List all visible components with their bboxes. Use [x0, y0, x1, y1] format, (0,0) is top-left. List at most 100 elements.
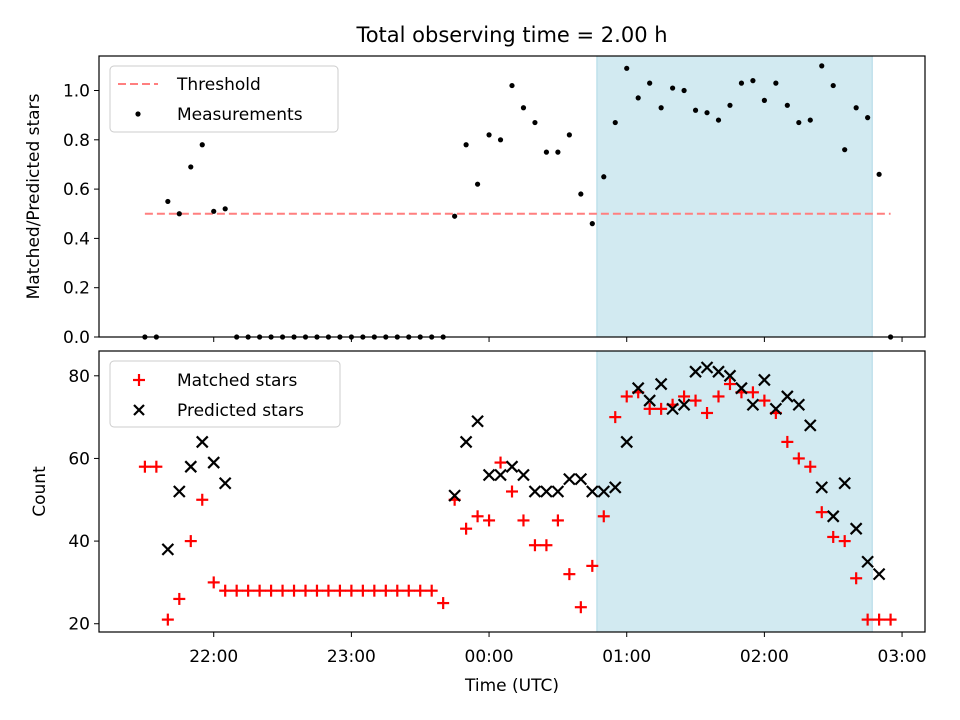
predicted-star-marker: [517, 468, 530, 482]
marker-stroke: [471, 414, 484, 428]
predicted-star-marker: [586, 485, 599, 498]
legend-measurements-label: Measurements: [177, 105, 303, 125]
legend-measurements-swatch: [135, 111, 141, 117]
y-tick-label: 0.6: [63, 180, 90, 200]
marker-stroke: [517, 468, 530, 482]
matched-star-marker: [815, 506, 828, 519]
bottom-y-axis-label: Count: [30, 466, 50, 517]
marker-stroke: [723, 369, 737, 383]
predicted-star-marker: [849, 522, 863, 535]
matched-star-marker: [460, 522, 473, 535]
predicted-star-marker: [448, 489, 461, 502]
marker-stroke: [482, 468, 496, 482]
x-tick-label: 22:00: [189, 647, 238, 667]
matched-star-marker: [620, 390, 633, 403]
measurement-point: [486, 132, 492, 138]
y-tick-label: 80: [68, 367, 90, 387]
bottom-legend: Matched stars Predicted stars: [109, 360, 341, 428]
measurement-point: [463, 142, 469, 148]
measurement-point: [807, 117, 813, 123]
predicted-star-marker: [792, 398, 806, 411]
matched-star-marker: [850, 572, 863, 585]
predicted-star-marker: [758, 373, 771, 387]
marker-stroke: [173, 485, 186, 498]
measurement-point: [566, 132, 572, 138]
matched-star-marker: [689, 394, 702, 407]
marker-stroke: [700, 361, 714, 374]
y-tick-label: 1.0: [63, 82, 90, 102]
predicted-star-marker: [631, 381, 645, 395]
marker-stroke: [574, 472, 588, 486]
matched-star-marker: [792, 452, 805, 465]
predicted-star-marker: [207, 456, 221, 469]
matched-star-marker: [551, 514, 564, 527]
matched-star-marker: [196, 493, 209, 506]
measurement-point: [819, 63, 825, 69]
y-tick-label: 0.2: [63, 279, 90, 299]
bottom-y-axis: 20 40 60 80: [68, 367, 99, 635]
matched-star-marker: [356, 584, 369, 597]
predicted-star-marker: [459, 435, 473, 449]
marker-stroke: [654, 377, 668, 391]
matched-star-marker: [804, 460, 817, 473]
measurement-point: [211, 208, 217, 214]
marker-stroke: [448, 489, 461, 502]
measurement-point: [578, 191, 584, 197]
matched-star-marker: [609, 411, 622, 424]
predicted-star-marker: [471, 414, 484, 428]
predicted-star-marker: [861, 555, 874, 569]
bottom-plot-frame: [98, 350, 926, 633]
matched-star-marker: [494, 456, 507, 469]
matched-star-marker: [138, 460, 151, 473]
legend-matched-label: Matched stars: [177, 371, 297, 391]
y-tick-label: 0.0: [63, 328, 90, 348]
bottom-x-axis: 22:00 23:00 00:00 01:00 02:00 03:00: [189, 632, 927, 667]
predicted-star-marker: [815, 481, 829, 494]
matched-star-marker: [838, 535, 851, 548]
measurement-point: [670, 85, 676, 91]
matched-star-marker: [597, 510, 610, 523]
measurement-point: [692, 107, 699, 113]
predicted-star-marker: [540, 485, 553, 498]
top-panel: 0.0 0.2 0.4 0.6 0.8 1.0 Matched/Predicted sta…: [24, 55, 926, 348]
marker-stroke: [494, 468, 507, 482]
matched-star-marker: [471, 510, 484, 523]
predicted-star-marker: [184, 460, 198, 473]
x-tick-label: 02:00: [740, 647, 789, 667]
legend-predicted-label: Predicted stars: [177, 401, 304, 421]
x-axis-label: Time (UTC): [464, 676, 559, 696]
matched-star-marker: [276, 584, 289, 597]
measurement-point: [853, 105, 859, 111]
y-tick-label: 20: [68, 615, 90, 635]
matched-star-marker: [310, 584, 323, 597]
predicted-star-marker: [643, 394, 656, 407]
measurement-point: [704, 110, 710, 116]
measurement-point: [165, 198, 171, 205]
matched-star-marker: [161, 613, 174, 626]
matched-star-marker: [402, 584, 415, 597]
marker-stroke: [758, 373, 771, 387]
measurement-point: [474, 181, 481, 187]
predicted-star-marker: [161, 543, 175, 556]
marker-stroke: [195, 435, 209, 449]
predicted-star-marker: [838, 476, 851, 490]
x-tick-label: 23:00: [327, 647, 376, 667]
marker-stroke: [735, 381, 748, 395]
marker-stroke: [551, 485, 565, 498]
marker-stroke: [792, 398, 806, 411]
measurement-point: [658, 105, 664, 111]
marker-stroke: [586, 485, 599, 498]
x-tick-label: 03:00: [878, 647, 927, 667]
predicted-star-marker: [528, 485, 542, 498]
matched-star-marker: [563, 568, 576, 581]
matched-star-marker: [253, 584, 266, 597]
legend-threshold-label: Threshold: [176, 75, 261, 95]
measurement-point: [647, 80, 653, 86]
marker-stroke: [218, 476, 232, 490]
top-legend-box: [109, 65, 339, 133]
matched-star-marker: [425, 584, 438, 597]
matched-star-marker: [586, 559, 599, 572]
top-legend: Threshold Measurements: [109, 65, 339, 133]
matched-star-marker: [574, 601, 587, 614]
marker-stroke: [631, 381, 645, 395]
